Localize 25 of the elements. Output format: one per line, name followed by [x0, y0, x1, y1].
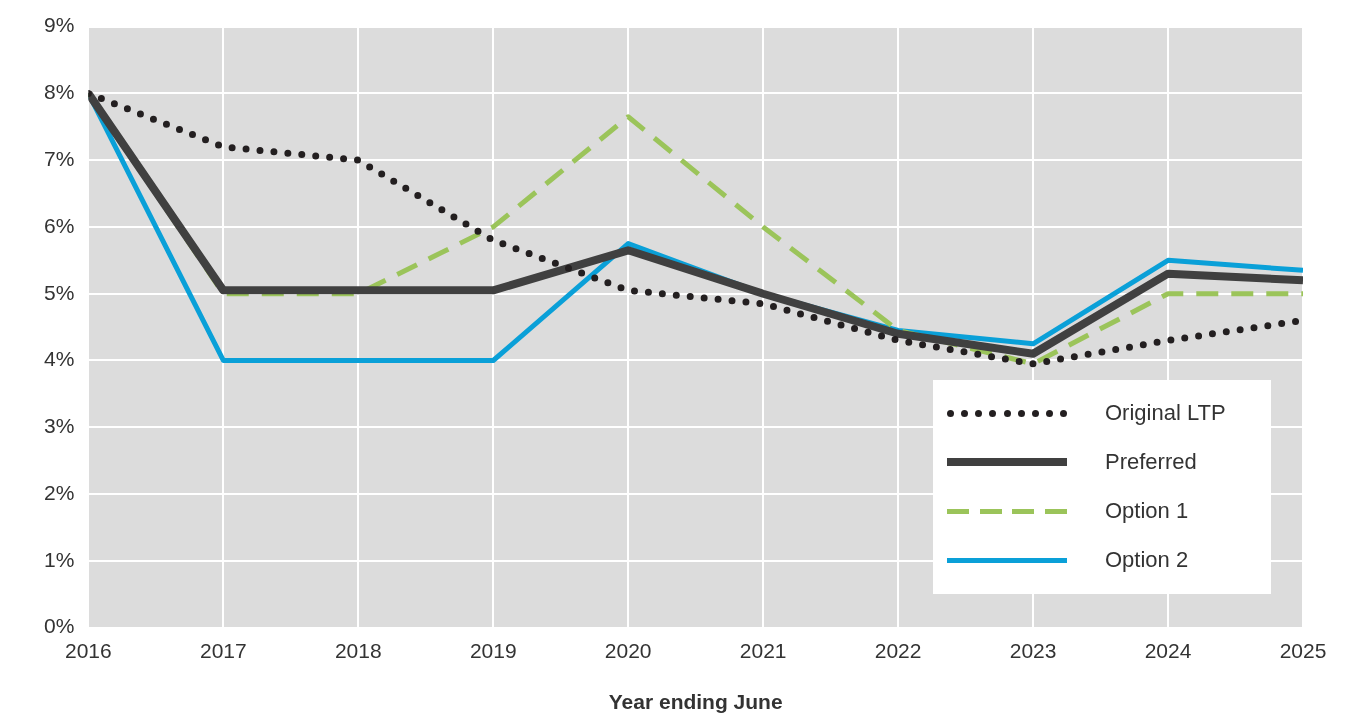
x-tick-label: 2017	[199, 639, 247, 662]
x-tick-label: 2018	[334, 639, 382, 662]
x-tick-label: 2022	[874, 639, 922, 662]
x-tick-label: 2023	[1009, 639, 1057, 662]
y-tick-label: 4%	[43, 347, 75, 371]
x-tick-label: 2025	[1279, 639, 1327, 662]
y-tick-label: 2%	[43, 480, 75, 504]
y-tick-label: 1%	[43, 547, 75, 571]
y-tick-label: 5%	[43, 280, 75, 304]
x-tick-label: 2016	[64, 639, 112, 662]
legend-label: Original LTP	[1105, 400, 1226, 427]
y-tick-label: 8%	[43, 80, 75, 104]
y-tick-label: 3%	[43, 414, 75, 438]
y-tick-label: 0%	[43, 614, 75, 638]
x-tick-label: 2020	[604, 639, 652, 662]
x-axis-title: Year ending June	[608, 690, 783, 714]
x-tick-label: 2024	[1144, 639, 1192, 662]
legend-label: Preferred	[1105, 449, 1197, 476]
legend-label: Option 2	[1105, 547, 1189, 574]
x-tick-label: 2021	[739, 639, 787, 662]
legend-label: Option 1	[1105, 498, 1189, 525]
y-tick-label: 9%	[43, 13, 75, 37]
x-tick-label: 2019	[469, 639, 517, 662]
y-tick-label: 6%	[43, 213, 75, 237]
y-tick-label: 7%	[43, 146, 75, 170]
